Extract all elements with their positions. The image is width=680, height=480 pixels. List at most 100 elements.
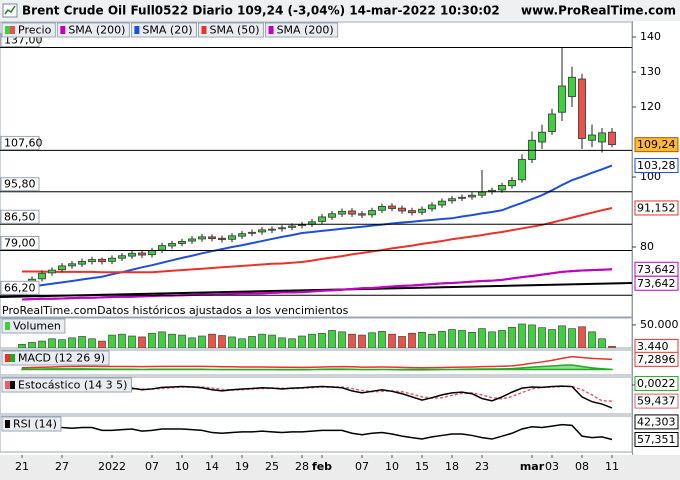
value-label: 0,0022 [637,377,676,390]
x-axis-band [0,455,680,480]
x-tick-label: 03 [545,460,559,473]
volume-bar [498,330,506,348]
candle-body [558,85,566,113]
volume-bar [78,336,86,348]
candle-body [588,134,596,141]
panel-background [0,415,633,453]
indicator-line [21,364,613,371]
volume-bar [468,332,476,348]
volume-bar [408,332,416,348]
volume-bar [238,338,246,348]
volume-bar [148,332,156,348]
candle-body [578,78,586,139]
panel [0,47,632,301]
candle-body [248,231,256,234]
candle-body [278,227,286,230]
candle-body [208,236,216,240]
volume-bar [58,339,66,348]
candle-body [458,196,466,199]
volume-bar [198,335,206,348]
panel-title-box [1,416,62,432]
x-tick-label: 21 [15,460,29,473]
x-tick-label: 28 [295,460,309,473]
x-tick-label: 07 [355,460,369,473]
legend-box [130,22,197,38]
legend-box [197,22,265,38]
header-bar [0,0,680,21]
panel-title: Volumen [1,318,66,334]
panel-title-box [1,377,132,393]
candle-body [508,180,516,187]
candle-body [38,272,46,280]
candle-body [348,210,356,215]
panel-title-swatch [5,322,10,330]
x-tick-label: 25 [265,460,279,473]
y-tick-label: 80 [640,240,654,253]
candle-body [298,224,306,227]
x-tick-label: 10 [175,460,189,473]
candle-body [548,113,556,132]
volume-bar [68,337,76,348]
level-box [0,177,40,192]
panel-title-swatch [5,420,10,428]
panel-title-swatch [5,354,10,362]
header-icon [2,3,18,18]
candle-body [168,243,176,247]
value-box [634,375,679,391]
level-label: 95,80 [4,178,36,191]
indicator-line [21,355,613,369]
candle-body [498,184,506,191]
volume-bar [258,333,266,348]
candle-body [218,237,226,241]
candle-body [108,257,116,262]
volume-bar [388,333,396,348]
candle-body [478,191,486,196]
candle-body [468,194,476,198]
value-label: 109,24 [637,138,676,151]
panel [21,423,613,441]
volume-bar [18,344,26,348]
legend-item: SMA (50) [197,22,265,38]
candle-body [118,255,126,259]
x-tick-label: feb [312,460,332,473]
value-label: 42,303 [637,415,676,428]
legend-swatch [60,26,66,34]
volume-bar [268,334,276,348]
volume-bar [218,335,226,348]
x-tick-label: 14 [205,460,219,473]
value-box [634,158,679,174]
level-box [0,209,40,224]
panel-title: Estocástico (14 3 5) [1,377,132,393]
value-label: 57,351 [637,433,676,446]
candle-body [338,210,346,215]
candle-body [128,252,136,257]
volume-bar [158,331,166,348]
sma-line [22,206,613,274]
candle-body [98,258,106,263]
trend-line [0,282,632,299]
candle-body [378,205,386,211]
x-tick-label: 07 [145,460,159,473]
value-box [634,275,679,291]
candle-body [518,159,526,181]
y-tick-label: 100 [640,170,661,183]
legend-item: SMA (200) [56,22,130,38]
volume-bar [208,333,216,348]
value-label: 59,437 [637,395,676,408]
y-tick-label: 50.000 [640,318,679,331]
volume-bar [178,334,186,348]
volume-bar [38,340,46,348]
candle-body [158,245,166,251]
volume-bar [138,336,146,348]
legend-label: SMA (50) [209,24,259,37]
x-tick-label: 27 [55,460,69,473]
level-label: 107,60 [4,136,43,149]
level-label: 79,00 [4,237,36,250]
candle-body [78,260,86,265]
sma-line [21,268,613,301]
candle-body [388,205,396,209]
candle-body [398,207,406,212]
indicator-line [21,423,613,441]
volume-bar [48,338,56,348]
